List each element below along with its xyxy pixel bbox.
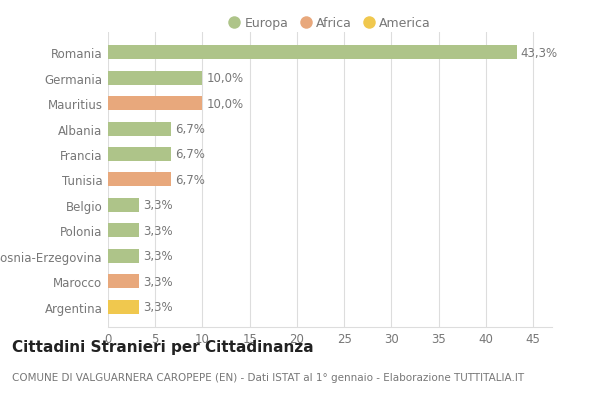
Text: 10,0%: 10,0% — [206, 97, 244, 110]
Bar — [108, 198, 139, 212]
Text: 6,7%: 6,7% — [175, 173, 205, 187]
Text: 43,3%: 43,3% — [521, 47, 558, 60]
Text: 3,3%: 3,3% — [143, 275, 173, 288]
Text: COMUNE DI VALGUARNERA CAROPEPE (EN) - Dati ISTAT al 1° gennaio - Elaborazione TU: COMUNE DI VALGUARNERA CAROPEPE (EN) - Da… — [12, 372, 524, 382]
Bar — [108, 173, 171, 187]
Text: 10,0%: 10,0% — [206, 72, 244, 85]
Bar — [108, 274, 139, 288]
Text: 6,7%: 6,7% — [175, 123, 205, 136]
Text: 3,3%: 3,3% — [143, 224, 173, 237]
Bar — [108, 300, 139, 314]
Text: Cittadini Stranieri per Cittadinanza: Cittadini Stranieri per Cittadinanza — [12, 339, 314, 355]
Bar — [108, 148, 171, 162]
Text: 6,7%: 6,7% — [175, 148, 205, 161]
Bar — [108, 97, 202, 111]
Bar — [108, 46, 517, 60]
Bar — [108, 224, 139, 238]
Bar — [108, 249, 139, 263]
Text: 3,3%: 3,3% — [143, 300, 173, 313]
Bar — [108, 122, 171, 136]
Text: 3,3%: 3,3% — [143, 249, 173, 263]
Text: 3,3%: 3,3% — [143, 199, 173, 212]
Bar — [108, 72, 202, 85]
Legend: Europa, Africa, America: Europa, Africa, America — [224, 12, 436, 36]
